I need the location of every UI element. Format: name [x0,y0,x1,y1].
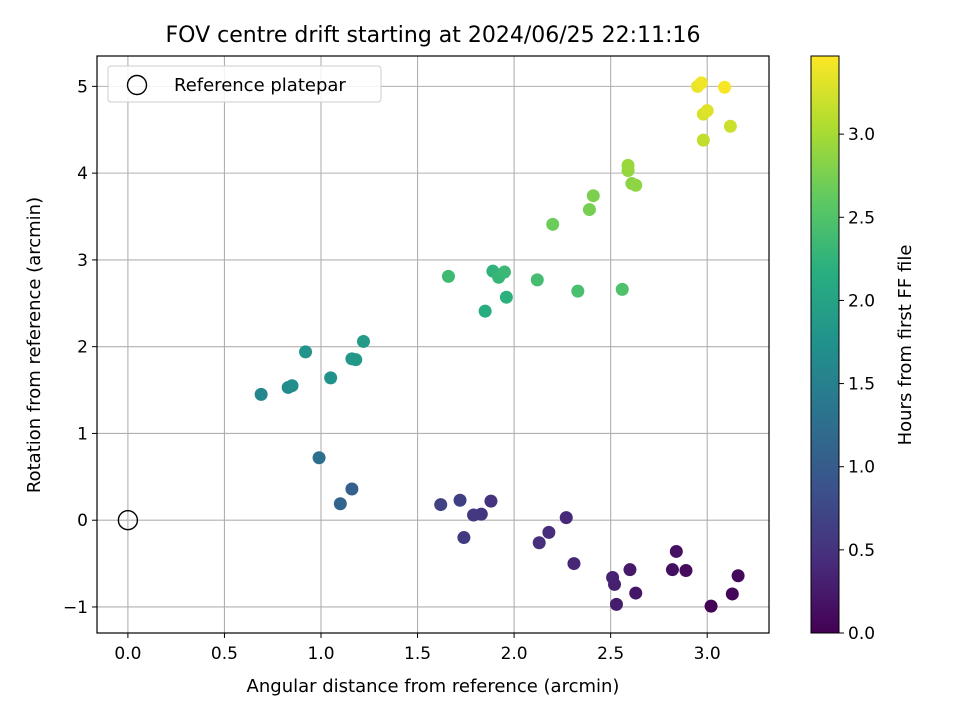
y-axis-label: Rotation from reference (arcmin) [24,197,45,493]
data-point [467,508,481,522]
x-tick-label: 1.0 [307,644,334,664]
data-point [700,104,714,118]
colorbar: 0.0 0.5 1.0 1.5 2.0 2.5 3.0 Hours from first F… [810,55,916,644]
data-point [285,379,299,393]
data-point [567,557,581,571]
data-point [694,76,708,90]
data-point [723,119,737,133]
data-point [704,599,718,613]
x-tick-label: 0.5 [211,644,238,664]
data-point [582,203,596,217]
data-point [497,265,511,279]
y-tick-label: 0 [77,511,88,531]
y-tick-label: 2 [77,338,88,358]
colorbar-tick-label: 0.5 [848,541,875,561]
colorbar-tick-label: 3.0 [848,125,875,145]
data-point [669,544,683,558]
data-point [559,511,573,525]
reference-marker-group [117,510,139,531]
data-point [345,482,359,496]
data-point [441,269,455,283]
data-point [453,493,467,507]
data-point [542,525,556,539]
colorbar-ticks: 0.0 0.5 1.0 1.5 2.0 2.5 3.0 [839,125,875,644]
data-point [629,586,643,600]
data-point [606,570,620,584]
chart-title: FOV centre drift starting at 2024/06/25 … [166,23,701,48]
grid [97,56,769,633]
data-point [324,371,338,385]
colorbar-frame [810,55,840,634]
data-point [731,569,745,583]
x-tick-label: 2.0 [501,644,528,664]
plot-frame [96,55,770,634]
data-point [499,290,513,304]
x-tick-label: 1.5 [404,644,431,664]
data-point [718,80,732,94]
colorbar-gradient [811,56,839,633]
data-point [629,178,643,192]
colorbar-label: Hours from first FF file [895,245,916,446]
data-point [571,284,585,298]
x-tick-label: 3.0 [694,644,721,664]
x-axis-label: Angular distance from reference (arcmin) [247,676,620,697]
data-point [586,189,600,203]
legend-box [107,65,382,103]
y-tick-label: 4 [77,164,88,184]
x-tick-label: 0.0 [114,644,141,664]
data-point [546,217,560,231]
legend-label: Reference platepar [174,75,346,96]
x-axis-ticks: 0.0 0.5 1.0 1.5 2.0 2.5 3.0 [114,633,721,664]
y-tick-label: 3 [77,251,88,271]
y-axis-ticks: −1 0 1 2 3 4 5 [63,77,97,618]
data-point [356,334,370,348]
data-point [532,536,546,550]
data-point [696,133,710,147]
y-tick-label: 5 [77,77,88,97]
data-point [349,353,363,367]
data-point [725,587,739,601]
data-point [679,564,693,578]
colorbar-tick-label: 1.5 [848,375,875,395]
data-point [530,273,544,287]
colorbar-tick-label: 1.0 [848,458,875,478]
reference-marker [117,510,139,531]
data-point [478,304,492,318]
data-point [312,451,326,465]
legend: Reference platepar [107,65,382,103]
legend-marker-icon [126,74,148,96]
colorbar-tick-label: 2.5 [848,208,875,228]
y-tick-label: −1 [63,598,88,618]
x-tick-label: 2.5 [597,644,624,664]
data-point [609,597,623,611]
data-point [434,498,448,512]
colorbar-tick-label: 0.0 [848,624,875,644]
data-point [665,563,679,577]
data-point [299,345,313,359]
y-tick-label: 1 [77,424,88,444]
data-point [484,494,498,508]
data-point [623,563,637,577]
colorbar-tick-label: 2.0 [848,291,875,311]
data-point [621,158,635,172]
data-point [254,387,268,401]
data-point [333,497,347,511]
data-point [457,531,471,545]
data-points [254,76,745,613]
data-point [615,282,629,296]
